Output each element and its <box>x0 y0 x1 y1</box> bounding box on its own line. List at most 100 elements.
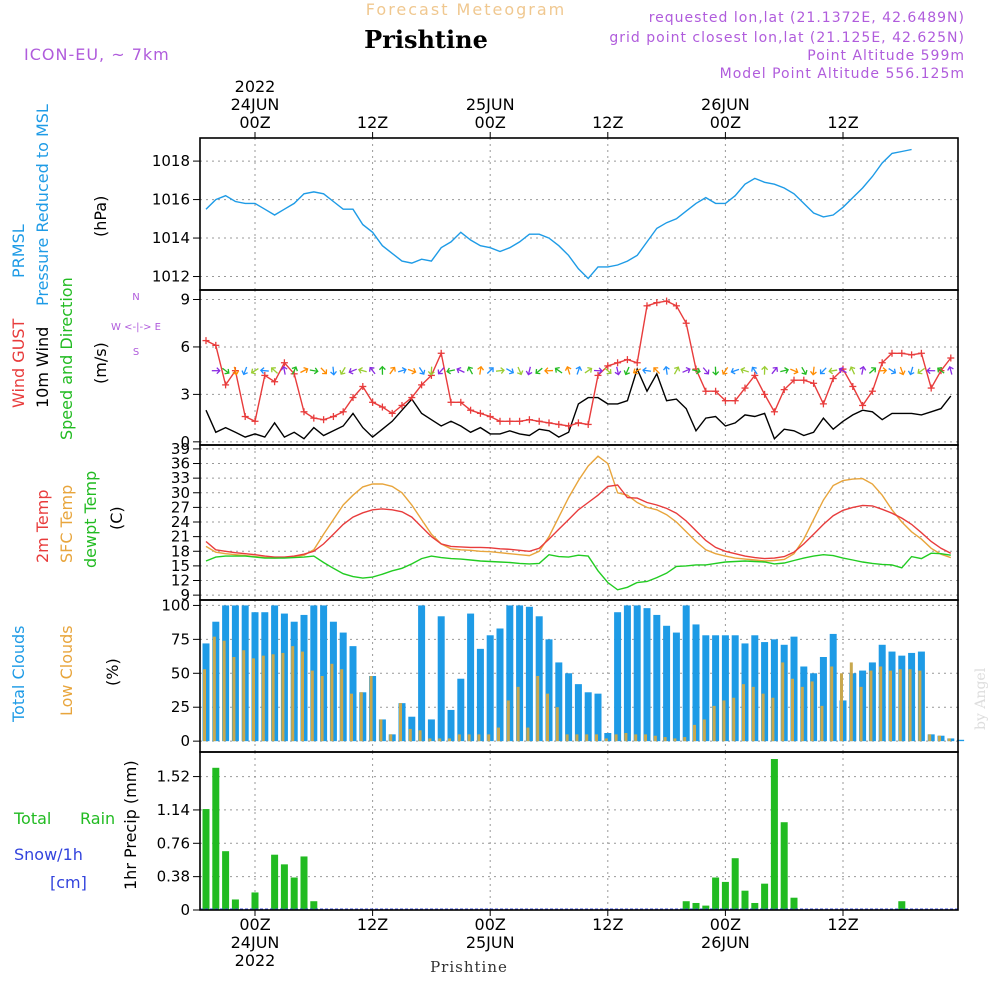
total-cloud-bar <box>663 625 671 742</box>
arrow-shaft <box>625 366 630 375</box>
low-cloud-bar <box>614 734 618 742</box>
wind-dir-arrow <box>801 366 808 375</box>
arrow-head <box>500 367 505 374</box>
low-cloud-bar <box>497 727 500 742</box>
gust-line-marker <box>280 359 288 367</box>
ytick-label-temp: 27 <box>171 498 190 516</box>
low-cloud-bar <box>242 650 246 742</box>
arrow-shaft <box>731 368 740 373</box>
low-cloud-bar <box>487 734 491 742</box>
total-cloud-bar <box>731 635 739 742</box>
low-cloud-bar <box>722 700 726 742</box>
low-cloud-bar <box>418 730 422 742</box>
gust-line-marker <box>947 354 955 362</box>
wind-dir-arrow <box>682 366 691 374</box>
arrow-shaft <box>566 366 571 375</box>
low-cloud-bar <box>840 673 843 742</box>
rain-bar <box>271 854 279 910</box>
rain-bar <box>898 901 906 910</box>
arrow-shaft <box>456 368 465 373</box>
arrow-shaft <box>682 368 691 373</box>
wind-dir-arrow <box>888 367 897 375</box>
gust-line-marker <box>633 359 641 367</box>
arrow-head <box>907 370 915 376</box>
ytick-label-temp: 18 <box>171 542 190 560</box>
arrow-head <box>859 365 867 371</box>
arrow-head <box>280 365 288 371</box>
low-cloud-bar <box>859 686 863 742</box>
wind-dir-arrow <box>250 368 259 375</box>
low-cloud-bar <box>771 697 775 742</box>
gust-line-marker <box>751 371 759 379</box>
ytick-label-temp: 36 <box>171 455 190 473</box>
rain-bar <box>692 902 700 910</box>
clouds-unit: (%) <box>103 658 122 686</box>
arrow-head <box>828 367 834 375</box>
arrow-shaft <box>616 366 620 375</box>
rain-bar <box>712 877 720 910</box>
ytick-label-precip: 0.76 <box>157 834 190 852</box>
wind-dir-arrow <box>691 367 701 375</box>
wind-dir-arrow <box>506 368 515 375</box>
low-cloud-bar <box>536 676 540 742</box>
total-cloud-bar <box>692 624 700 742</box>
gust-line-marker <box>623 356 631 364</box>
low-cloud-bar <box>222 640 226 742</box>
low-cloud-bar <box>585 734 589 742</box>
arrow-shaft <box>506 368 514 374</box>
total-cloud-bar <box>957 739 965 742</box>
low-cloud-bar <box>849 662 853 742</box>
gust-line-marker <box>790 376 798 384</box>
wind-dir-arrow <box>780 366 789 374</box>
arrow-head <box>784 366 789 374</box>
total-cloud-bar <box>565 673 573 742</box>
gust-line-marker <box>849 382 857 390</box>
wind-dir-arrow <box>721 367 729 375</box>
arrow-head <box>241 370 248 376</box>
wind-dir-arrow <box>917 367 926 375</box>
wind-dir-arrow <box>544 367 554 375</box>
chart-title: Forecast Meteogram <box>366 0 566 19</box>
arrow-head <box>598 367 603 375</box>
ytick-label-precip: 1.52 <box>157 768 190 786</box>
arrow-shaft <box>576 366 581 375</box>
ytick-label-wind: 0 <box>180 433 190 451</box>
gust-line-marker <box>761 390 769 398</box>
ytick-label-wind: 9 <box>180 290 190 308</box>
clouds-label-total: Total Clouds <box>9 626 28 724</box>
wind-dir-arrow <box>809 366 817 376</box>
gust-line-marker <box>535 417 543 425</box>
arrow-head <box>575 366 583 372</box>
arrow-shaft <box>839 368 847 374</box>
low-cloud-bar <box>830 666 834 742</box>
gust-line-marker <box>731 397 739 405</box>
low-cloud-bar <box>624 733 628 742</box>
gust-line-marker <box>251 417 259 425</box>
time-label-top: 12Z <box>592 113 623 132</box>
gust-line-marker <box>241 413 249 421</box>
ytick-label-precip: 0 <box>180 901 190 919</box>
arrow-head <box>926 367 931 375</box>
wind-dir-arrow <box>389 366 396 375</box>
gust-line-marker <box>496 417 504 425</box>
wind-dir-arrow <box>525 366 533 376</box>
wind-dir-arrow <box>437 367 445 375</box>
arrow-shaft <box>309 369 318 373</box>
low-cloud-bar <box>252 658 255 742</box>
temp-unit: (C) <box>107 506 126 530</box>
grid-lines <box>200 138 958 911</box>
wind-dir-arrow <box>740 366 750 374</box>
arrow-shaft <box>527 366 531 375</box>
arrow-shaft <box>801 366 807 375</box>
arrow-head <box>695 367 701 375</box>
gust-line-marker <box>202 337 210 345</box>
arrow-shaft <box>820 367 827 375</box>
gust-line-marker <box>741 384 749 392</box>
low-cloud-bar <box>898 669 902 742</box>
pressure-label-2: Pressure Reduced to MSL <box>33 104 52 306</box>
gust-line-marker <box>780 386 788 394</box>
arrow-shaft <box>418 366 425 375</box>
arrow-shaft <box>271 367 279 374</box>
gust-line-marker <box>682 319 690 327</box>
wind-dir-arrow <box>604 367 612 375</box>
